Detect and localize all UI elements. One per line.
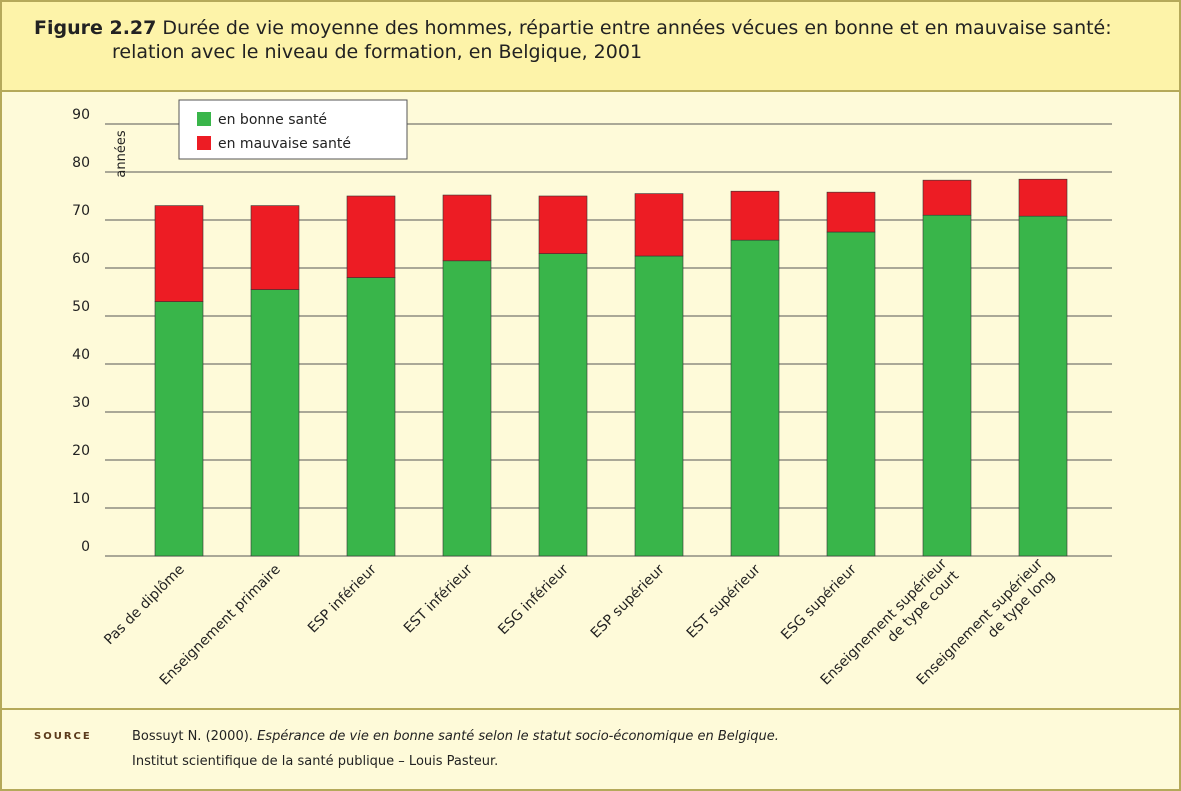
source-text: Bossuyt N. (2000). Espérance de vie en b…	[132, 724, 1179, 774]
legend-swatch	[197, 136, 211, 150]
bar-segment	[634, 193, 684, 257]
bar-segment	[154, 301, 204, 557]
bar-segment	[538, 195, 588, 254]
bar-segment	[442, 194, 492, 262]
bar-segment	[250, 205, 300, 290]
source-work: Espérance de vie en bonne santé selon le…	[257, 729, 779, 744]
x-tick-label: ESG supérieur	[778, 561, 860, 643]
bar-segment	[730, 239, 780, 557]
bar-segment	[250, 289, 300, 557]
bar-segment	[634, 255, 684, 557]
bar-segment	[922, 214, 972, 557]
bar-segment	[730, 190, 780, 241]
legend-swatch	[197, 112, 211, 126]
bar-segment	[1018, 215, 1068, 557]
x-tick-label: ESP inférieur	[305, 561, 380, 636]
y-tick-label: 0	[81, 539, 90, 555]
x-tick-label: EST inférieur	[401, 561, 476, 636]
x-tick-label: EST supérieur	[684, 561, 764, 641]
source-publisher: Institut scientifique de la santé publiq…	[132, 754, 499, 769]
y-tick-label: 80	[72, 155, 90, 171]
bar-segment	[1018, 178, 1068, 217]
bar-segment	[346, 277, 396, 557]
y-tick-label: 30	[72, 395, 90, 411]
bar-segment	[154, 205, 204, 302]
bar-segment	[538, 253, 588, 557]
chart-title: Durée de vie moyenne des hommes, réparti…	[112, 17, 1112, 63]
legend-box	[178, 99, 408, 160]
source-author: Bossuyt N. (2000).	[132, 729, 253, 744]
bar-segment	[442, 260, 492, 557]
y-tick-label: 60	[72, 251, 90, 267]
y-tick-label: 70	[72, 203, 90, 219]
source-label: SOURCE	[34, 731, 92, 742]
legend-label: en bonne santé	[218, 112, 327, 128]
y-tick-label: 50	[72, 299, 90, 315]
chart: 0 10 20 30 40 50 60 70 80 90 années Pas de diplôme E…	[72, 99, 1112, 689]
bar-segment	[826, 231, 876, 557]
bar-segment	[826, 191, 876, 233]
y-tick-label: 90	[72, 107, 90, 123]
figure-label: Figure 2.27	[34, 17, 157, 39]
y-tick-label: 20	[72, 443, 90, 459]
source: SOURCE Bossuyt N. (2000). Espérance de v…	[2, 708, 1179, 774]
bar-segment	[922, 179, 972, 216]
y-tick-label: 40	[72, 347, 90, 363]
x-tick-label: ESG inférieur	[495, 561, 572, 638]
legend-label: en mauvaise santé	[218, 136, 351, 152]
y-tick-label: 10	[72, 491, 90, 507]
header: Figure 2.27 Durée de vie moyenne des hom…	[2, 2, 1179, 92]
x-tick-label: Pas de diplôme	[101, 562, 188, 649]
bar-segment	[346, 195, 396, 278]
y-axis-label: années	[114, 130, 129, 177]
x-tick-label: ESP supérieur	[588, 561, 668, 641]
